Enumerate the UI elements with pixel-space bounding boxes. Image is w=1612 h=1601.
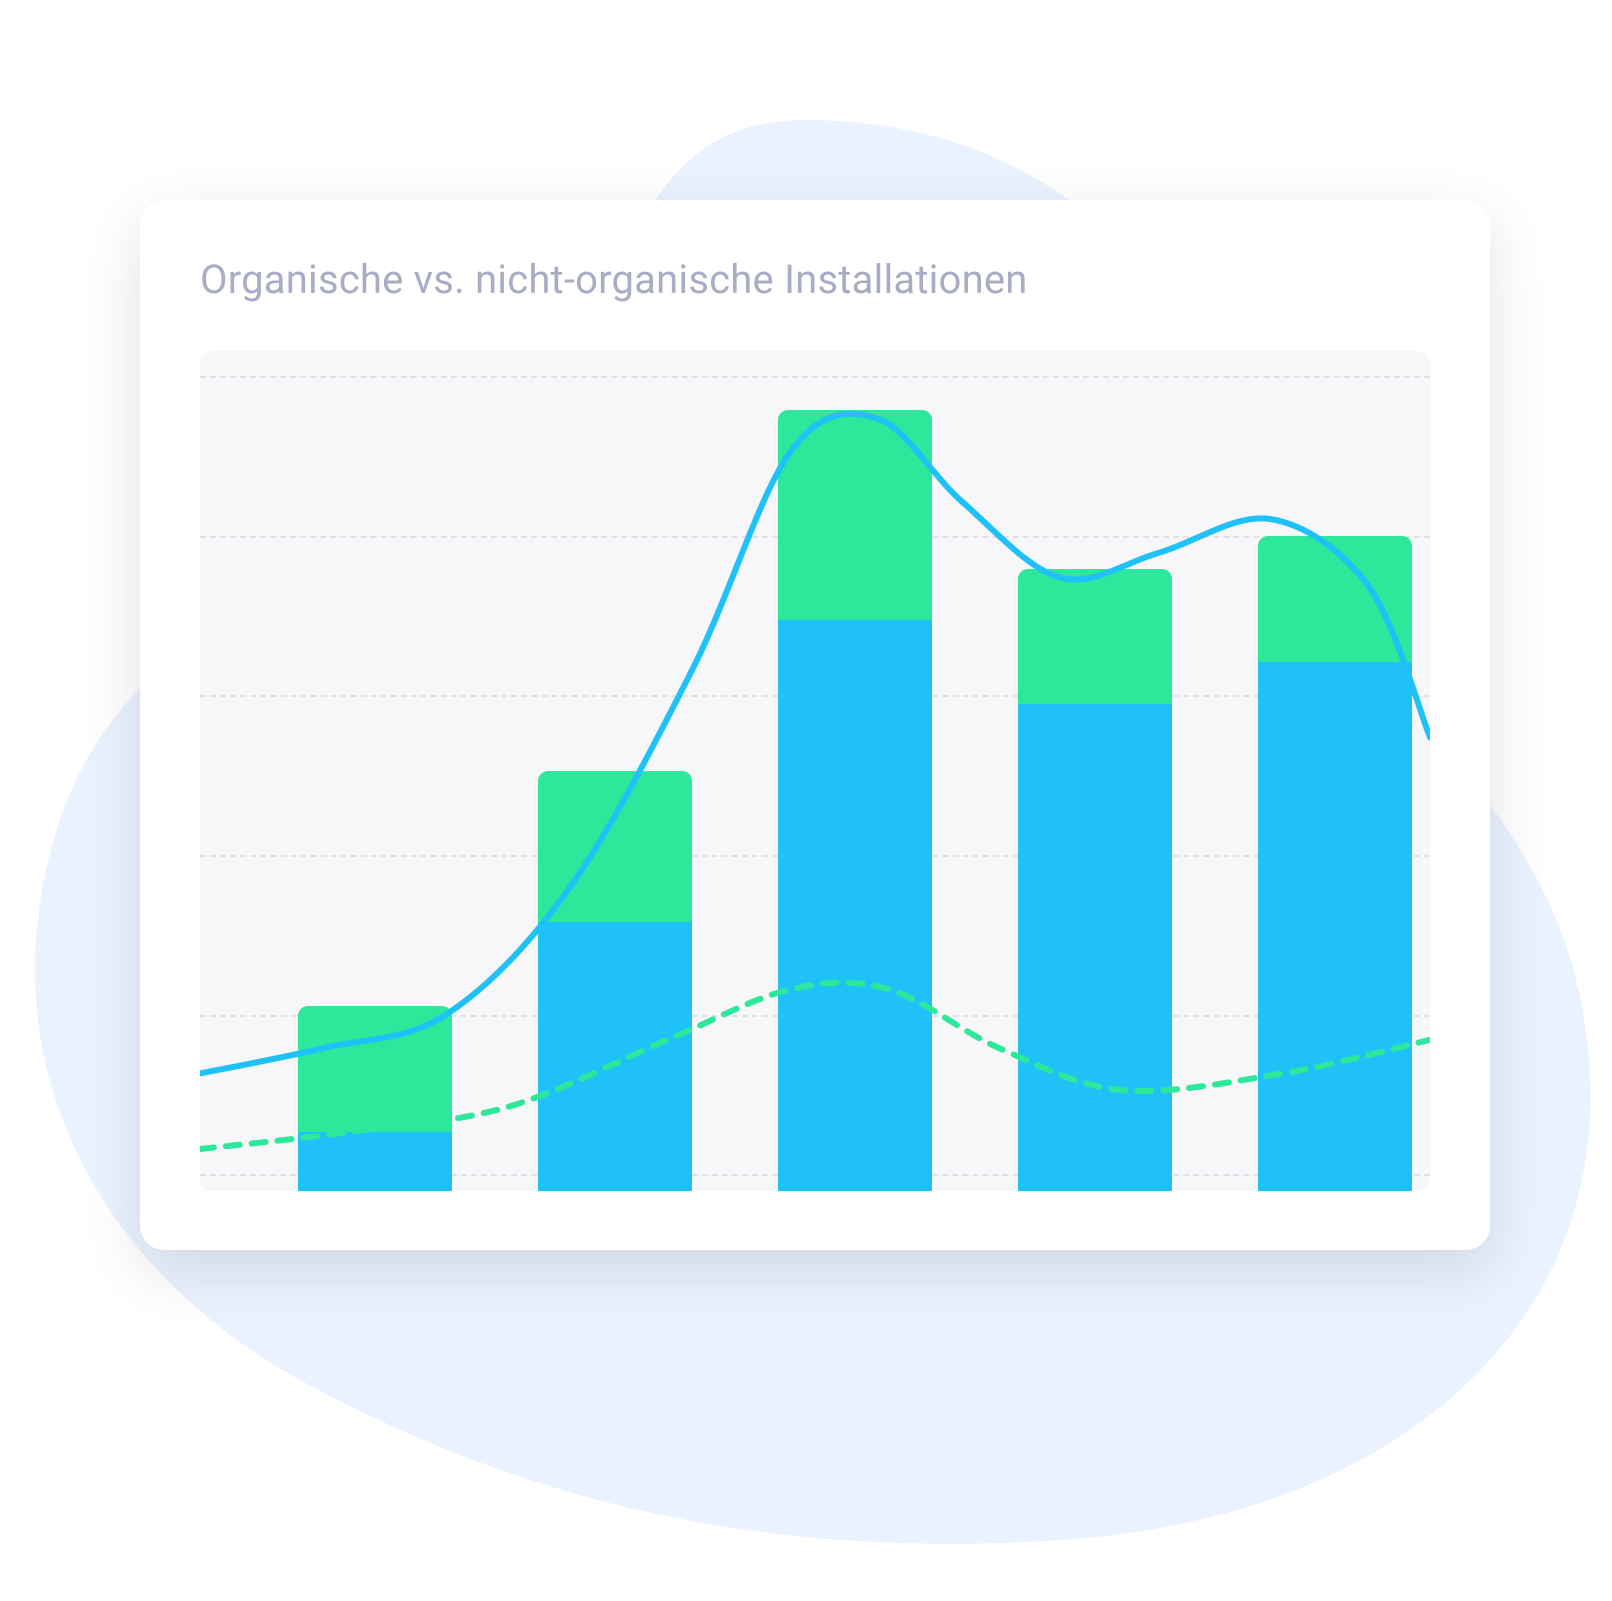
bar-1 [538,771,692,1191]
bar-top-segment [298,1006,452,1132]
bar-bottom-segment [778,620,932,1191]
bar-bottom-segment [1018,704,1172,1191]
bars-container [200,351,1430,1191]
bar-3 [1018,569,1172,1191]
bar-top-segment [1018,569,1172,703]
bar-4 [1258,536,1412,1191]
bar-top-segment [538,771,692,922]
bar-2 [778,410,932,1191]
chart-area [200,351,1430,1191]
bar-0 [298,1006,452,1191]
bar-top-segment [1258,536,1412,662]
card-title: Organische vs. nicht-organische Installa… [200,256,1430,303]
bar-bottom-segment [1258,662,1412,1191]
bar-top-segment [778,410,932,620]
bar-bottom-segment [298,1132,452,1191]
bar-bottom-segment [538,922,692,1191]
chart-card: Organische vs. nicht-organische Installa… [140,200,1490,1250]
